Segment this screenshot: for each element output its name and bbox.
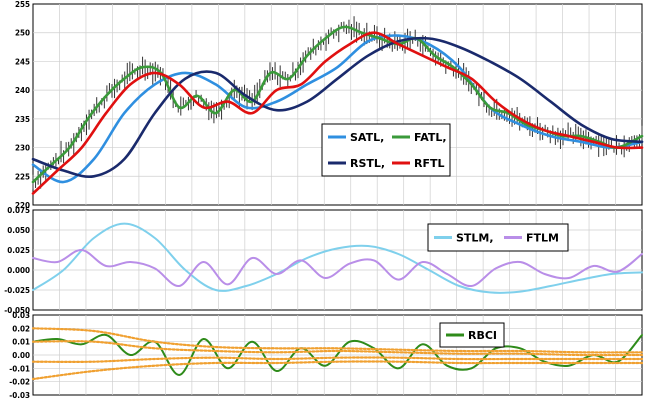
band-line xyxy=(31,340,644,357)
series-line-2 xyxy=(31,36,644,179)
legend-label: RFTL xyxy=(414,157,445,170)
y-tick-label: 250 xyxy=(15,29,30,38)
y-tick-label: 0.00 xyxy=(12,351,30,360)
y-tick-label: 0.02 xyxy=(12,324,30,333)
legend-label: FATL, xyxy=(414,131,447,144)
legend-box xyxy=(321,123,451,177)
y-tick-label: 0.050 xyxy=(7,226,30,235)
y-tick-label: -0.03 xyxy=(9,391,30,400)
band-line xyxy=(31,360,644,381)
y-tick-label: -0.01 xyxy=(9,364,30,373)
series-line-0 xyxy=(32,222,643,294)
y-tick-label: 0.000 xyxy=(7,266,30,275)
y-tick-label: 245 xyxy=(15,57,30,66)
chart-panel-2: -0.050 -0.025 0.000 0.025 0.050 0.075 STLM, FTL… xyxy=(4,206,643,315)
legend: STLM, FTLM xyxy=(427,223,569,252)
y-tick-label: 0.01 xyxy=(12,338,30,347)
y-tick-label: 235 xyxy=(15,115,30,124)
y-tick-label: 230 xyxy=(15,144,30,153)
series-line-0 xyxy=(32,333,643,377)
band-line xyxy=(31,327,644,354)
series-line-1 xyxy=(32,249,643,288)
y-tick-label: -0.050 xyxy=(4,306,30,315)
legend: SATL, FATL, RSTL, RFTL xyxy=(321,123,451,177)
y-tick-label: 0.075 xyxy=(7,206,30,215)
chart-panel-1: 220 225 230 235 240 245 250 255 SATL, FATL, RSTL, R… xyxy=(15,0,644,210)
y-tick-label: -0.02 xyxy=(9,378,30,387)
y-tick-label: -0.025 xyxy=(4,286,30,295)
y-tick-label: 240 xyxy=(15,86,30,95)
legend-label: STLM, xyxy=(456,232,494,245)
chart-panel-3: -0.03 -0.02 -0.01 0.00 0.01 0.02 0.03 RBCI xyxy=(9,311,644,400)
y-tick-label: 0.025 xyxy=(7,246,30,255)
legend-label: RBCI xyxy=(468,329,497,342)
y-tick-label: 0.03 xyxy=(12,311,30,320)
y-tick-label: 220 xyxy=(15,201,30,210)
series-line-3 xyxy=(31,31,644,195)
legend-label: FTLM xyxy=(526,232,559,245)
band-line xyxy=(31,356,644,363)
legend-label: RSTL, xyxy=(350,157,385,170)
legend: RBCI xyxy=(439,322,505,348)
series-line-0 xyxy=(31,34,644,184)
y-tick-label: 225 xyxy=(15,172,30,181)
legend-label: SATL, xyxy=(350,131,384,144)
y-tick-label: 255 xyxy=(15,0,30,9)
